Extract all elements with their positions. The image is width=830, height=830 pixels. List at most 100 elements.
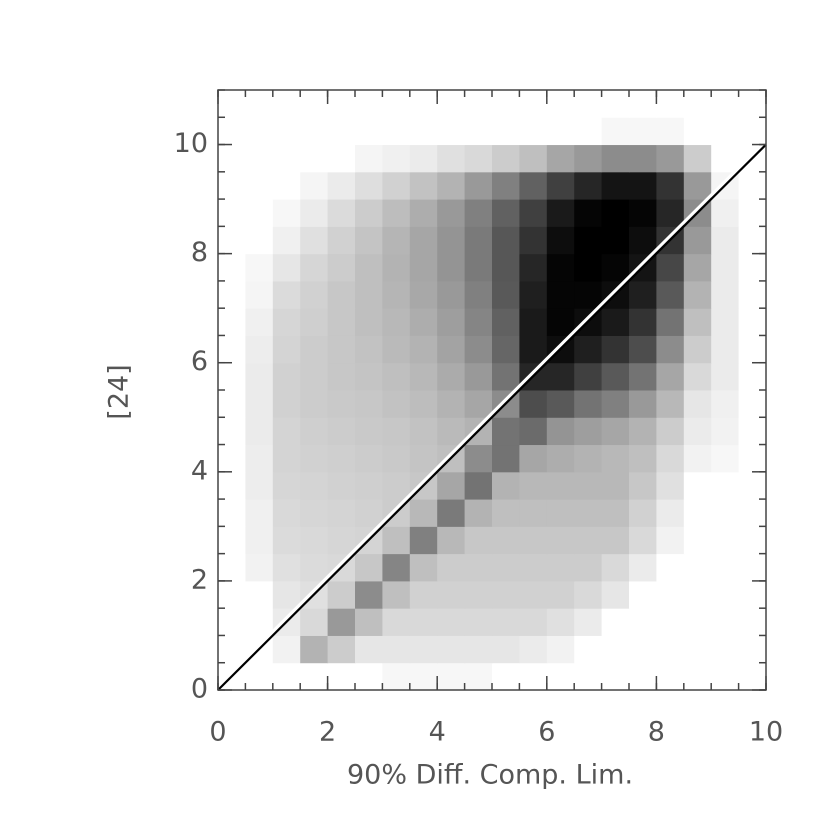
density-cell xyxy=(519,90,548,118)
density-cell xyxy=(629,635,657,664)
density-cell xyxy=(711,580,740,609)
density-cell xyxy=(300,308,329,336)
density-cell xyxy=(437,226,466,255)
density-cell xyxy=(437,308,466,336)
density-cell xyxy=(300,117,329,146)
density-cell xyxy=(300,390,329,418)
density-cell xyxy=(683,608,712,636)
density-cell xyxy=(738,553,767,582)
density-cell xyxy=(218,390,246,418)
density-cell xyxy=(492,171,520,200)
density-cell xyxy=(218,635,246,664)
density-cell xyxy=(300,144,329,173)
density-cell xyxy=(683,308,712,336)
density-cell xyxy=(492,417,520,446)
density-cell xyxy=(738,662,767,691)
density-cell xyxy=(546,553,575,582)
density-cell xyxy=(437,199,466,227)
density-cell xyxy=(409,580,438,609)
density-cell xyxy=(601,417,630,446)
density-cell xyxy=(711,499,740,527)
density-cell xyxy=(574,199,603,227)
density-cell xyxy=(683,117,712,146)
density-cell xyxy=(355,226,383,255)
density-cell xyxy=(327,390,356,418)
density-cell xyxy=(218,444,246,473)
density-cell xyxy=(738,226,767,255)
density-cell xyxy=(327,90,356,118)
density-cell xyxy=(519,444,548,473)
density-cell xyxy=(519,417,548,446)
density-cell xyxy=(574,444,603,473)
density-cell xyxy=(656,608,685,636)
density-cell xyxy=(546,471,575,500)
density-cell xyxy=(492,608,520,636)
density-cell xyxy=(355,253,383,282)
density-cell xyxy=(355,199,383,227)
density-cell xyxy=(601,117,630,146)
density-cell xyxy=(437,499,466,527)
density-cell xyxy=(738,335,767,364)
density-cell xyxy=(711,362,740,391)
density-cell xyxy=(245,362,274,391)
density-cell xyxy=(683,499,712,527)
density-cell xyxy=(629,117,657,146)
density-cell xyxy=(492,362,520,391)
density-cell xyxy=(629,580,657,609)
x-tick-label: 2 xyxy=(319,717,336,748)
density-cell xyxy=(683,635,712,664)
density-cell xyxy=(656,308,685,336)
density-cell xyxy=(300,635,329,664)
density-cell xyxy=(492,199,520,227)
density-cell xyxy=(382,144,411,173)
density-cell xyxy=(711,253,740,282)
density-cell xyxy=(546,608,575,636)
density-cell xyxy=(409,362,438,391)
density-cell xyxy=(601,199,630,227)
y-tick-label: 6 xyxy=(191,346,208,377)
density-cell xyxy=(272,226,301,255)
density-cell xyxy=(355,308,383,336)
density-cell xyxy=(683,553,712,582)
density-cell xyxy=(437,253,466,282)
density-cell xyxy=(464,553,493,582)
density-cell xyxy=(574,90,603,118)
density-cell xyxy=(629,608,657,636)
density-cell xyxy=(656,362,685,391)
density-cell xyxy=(355,608,383,636)
density-cell xyxy=(656,144,685,173)
density-cell xyxy=(656,662,685,691)
density-cell xyxy=(272,417,301,446)
y-axis-label: [24] xyxy=(104,364,135,419)
density-cell xyxy=(327,608,356,636)
density-cell xyxy=(656,553,685,582)
density-cell xyxy=(574,117,603,146)
x-axis-label: 90% Diff. Comp. Lim. xyxy=(347,760,633,791)
density-cell xyxy=(355,117,383,146)
overlay xyxy=(215,89,767,691)
density-cell xyxy=(683,417,712,446)
density-cell xyxy=(738,308,767,336)
density-cell xyxy=(629,526,657,555)
density-cell xyxy=(464,390,493,418)
density-cell xyxy=(629,553,657,582)
density-cell xyxy=(492,471,520,500)
density-cell xyxy=(382,662,411,691)
density-cell xyxy=(519,553,548,582)
density-cell xyxy=(218,499,246,527)
density-cell xyxy=(601,171,630,200)
density-cell xyxy=(218,308,246,336)
density-cell xyxy=(272,253,301,282)
density-cell xyxy=(437,117,466,146)
density-cell xyxy=(382,608,411,636)
density-cell xyxy=(601,580,630,609)
density-cell xyxy=(245,253,274,282)
density-cell xyxy=(464,117,493,146)
density-cell xyxy=(656,471,685,500)
density-cell xyxy=(300,444,329,473)
density-cell xyxy=(738,471,767,500)
density-cell xyxy=(327,635,356,664)
density-cell xyxy=(629,362,657,391)
density-cell xyxy=(711,635,740,664)
density-cell xyxy=(272,199,301,227)
